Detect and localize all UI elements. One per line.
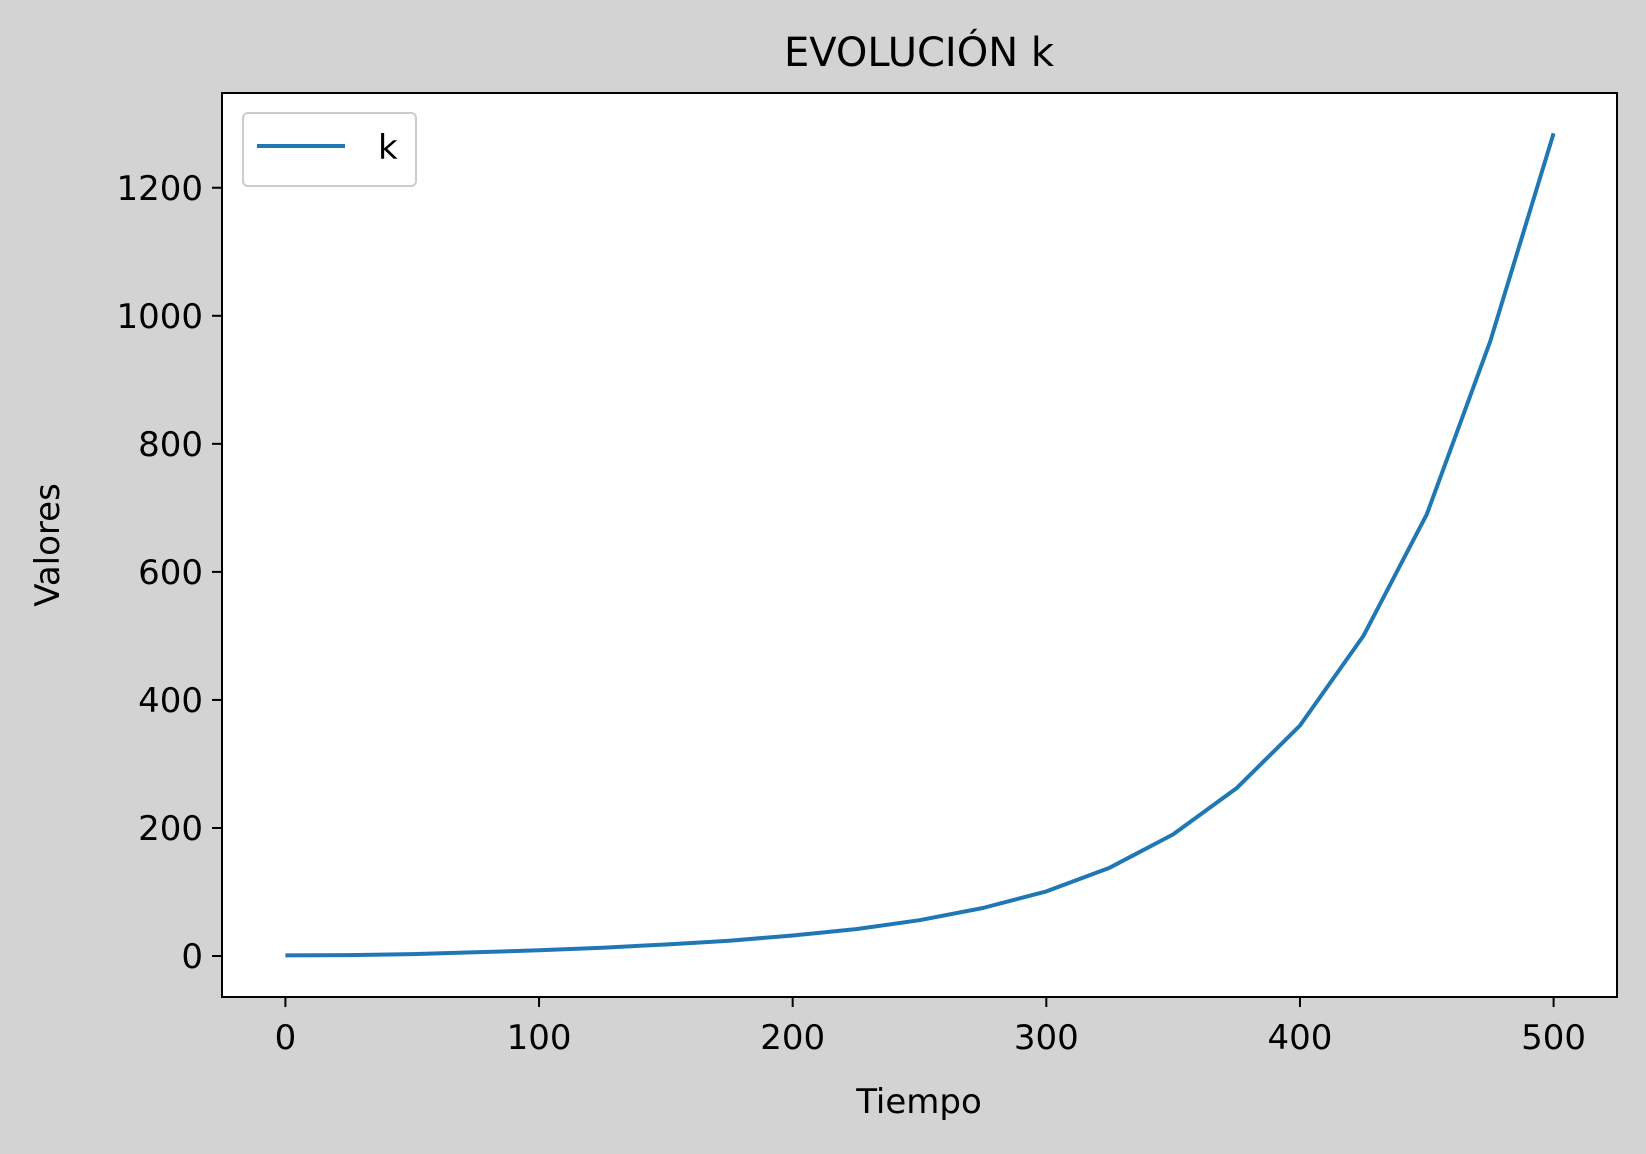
y-tick-label: 0 [181,937,203,977]
x-tick-label: 0 [275,1018,297,1058]
y-tick-label: 800 [138,425,203,465]
y-tick-label: 200 [138,809,203,849]
x-tick-label: 200 [760,1018,825,1058]
y-axis: 0 200 400 600 800 1000 1200 [116,169,222,977]
y-axis-label: Valores [28,483,68,607]
series-line-k [285,132,1556,958]
chart-title: EVOLUCIÓN k [784,28,1055,76]
y-tick-label: 400 [138,681,203,721]
x-axis: 0 100 200 300 400 500 [275,997,1586,1058]
x-tick-label: 400 [1268,1018,1333,1058]
legend-label-k: k [378,128,398,168]
plot-frame [221,92,1618,998]
x-tick-label: 100 [507,1018,572,1058]
x-axis-label: Tiempo [855,1082,982,1122]
x-tick-label: 500 [1521,1018,1586,1058]
legend: k [242,112,417,187]
y-tick-label: 600 [138,553,203,593]
legend-box [242,112,417,187]
data-layer [285,132,1556,958]
y-tick-label: 1000 [116,297,203,337]
y-tick-label: 1200 [116,169,203,209]
plot-area [222,93,1617,997]
x-tick-label: 300 [1014,1018,1079,1058]
